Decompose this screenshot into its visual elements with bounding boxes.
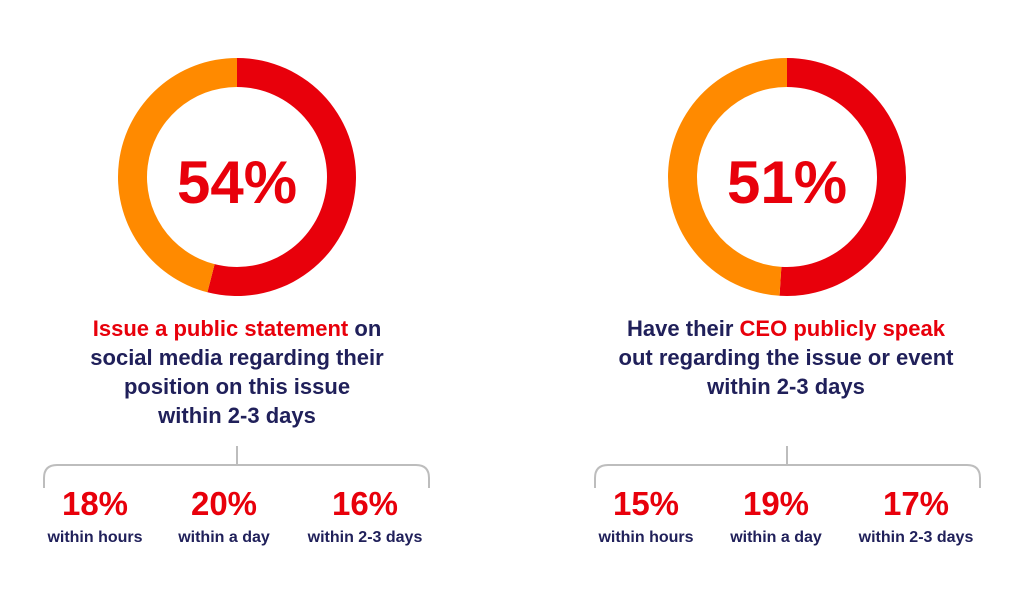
donut-right-center-label: 51% bbox=[727, 149, 847, 216]
breakdown-right-label-1: within a day bbox=[729, 529, 822, 546]
breakdown-right-value-2: 17% bbox=[883, 485, 949, 522]
breakdown-right-label-0: within hours bbox=[597, 529, 693, 546]
donut-left-red-segment bbox=[207, 58, 357, 296]
donut-right-red-segment bbox=[779, 58, 907, 296]
breakdown-left-label-0: within hours bbox=[46, 529, 142, 546]
headline-left-line-1: Issue a public statement on bbox=[37, 314, 437, 343]
breakdown-right-label-2: within 2-3 days bbox=[858, 529, 974, 546]
breakdown-right: 15% within hours 19% within a day 17% wi… bbox=[597, 485, 973, 546]
breakdown-left-label-2: within 2-3 days bbox=[307, 529, 423, 546]
headline-left: Issue a public statement on social media… bbox=[37, 314, 437, 430]
bracket-left bbox=[43, 446, 430, 488]
breakdown-left-value-2: 16% bbox=[332, 485, 398, 522]
headline-right-line-3: within 2-3 days bbox=[707, 374, 865, 399]
headline-left-line-3: position on this issue bbox=[123, 374, 351, 399]
donut-left-center-label: 54% bbox=[177, 149, 297, 216]
breakdown-left-value-1: 20% bbox=[191, 485, 257, 522]
breakdown-right-value-1: 19% bbox=[743, 485, 809, 522]
headline-right: Have their CEO publicly speak out regard… bbox=[586, 314, 986, 401]
donut-chart-left: 54% bbox=[118, 58, 357, 296]
headline-right-line-2: out regarding the issue or event bbox=[618, 345, 954, 370]
headline-right-line-1-start: Have their bbox=[627, 316, 740, 341]
breakdown-left-label-1: within a day bbox=[177, 529, 270, 546]
bracket-right bbox=[594, 446, 981, 488]
headline-right-line-1: Have their CEO publicly speak bbox=[586, 314, 986, 343]
donut-left-orange-segment bbox=[118, 58, 237, 293]
headline-left-line-4: within 2-3 days bbox=[158, 403, 316, 428]
breakdown-left-value-0: 18% bbox=[62, 485, 128, 522]
headline-left-line-2: social media regarding their bbox=[90, 345, 384, 370]
donut-right-orange-segment bbox=[668, 58, 787, 296]
headline-left-line-1-rest: on bbox=[348, 316, 382, 341]
donut-chart-right: 51% bbox=[668, 58, 907, 296]
breakdown-right-value-0: 15% bbox=[613, 485, 679, 522]
headline-left-highlight: Issue a public statement bbox=[92, 316, 349, 341]
breakdown-left: 18% within hours 20% within a day 16% wi… bbox=[46, 485, 422, 546]
headline-right-highlight: CEO publicly speak bbox=[739, 316, 945, 341]
